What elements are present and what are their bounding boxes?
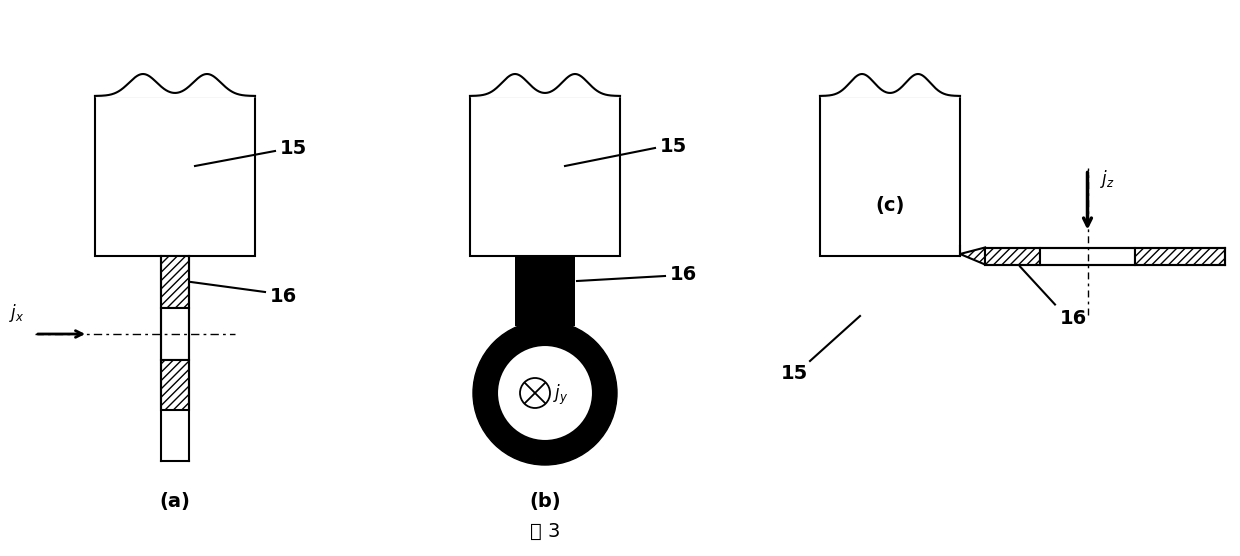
Polygon shape xyxy=(820,96,960,256)
Text: 16: 16 xyxy=(1060,310,1087,329)
Bar xyxy=(985,247,1040,265)
Text: (c): (c) xyxy=(875,196,905,216)
Text: (b): (b) xyxy=(529,492,560,510)
Circle shape xyxy=(472,321,618,465)
Bar xyxy=(1135,247,1225,265)
Polygon shape xyxy=(960,247,985,265)
Text: 16: 16 xyxy=(670,265,697,284)
Bar xyxy=(515,321,575,326)
Text: 15: 15 xyxy=(660,137,687,156)
Text: 16: 16 xyxy=(270,287,298,306)
Bar xyxy=(515,256,575,326)
Text: 15: 15 xyxy=(781,364,808,383)
Polygon shape xyxy=(95,96,255,256)
Bar xyxy=(161,360,188,410)
Text: $j_y$: $j_y$ xyxy=(553,383,568,407)
Text: (a): (a) xyxy=(160,492,191,510)
Bar xyxy=(1040,247,1135,265)
Circle shape xyxy=(497,345,593,441)
Text: $j_z$: $j_z$ xyxy=(1100,167,1115,190)
Text: $j_x$: $j_x$ xyxy=(9,302,25,324)
Bar xyxy=(161,256,188,308)
Bar xyxy=(161,308,188,360)
Text: 15: 15 xyxy=(280,140,308,158)
Polygon shape xyxy=(470,96,620,256)
Text: 图 3: 图 3 xyxy=(529,522,560,540)
